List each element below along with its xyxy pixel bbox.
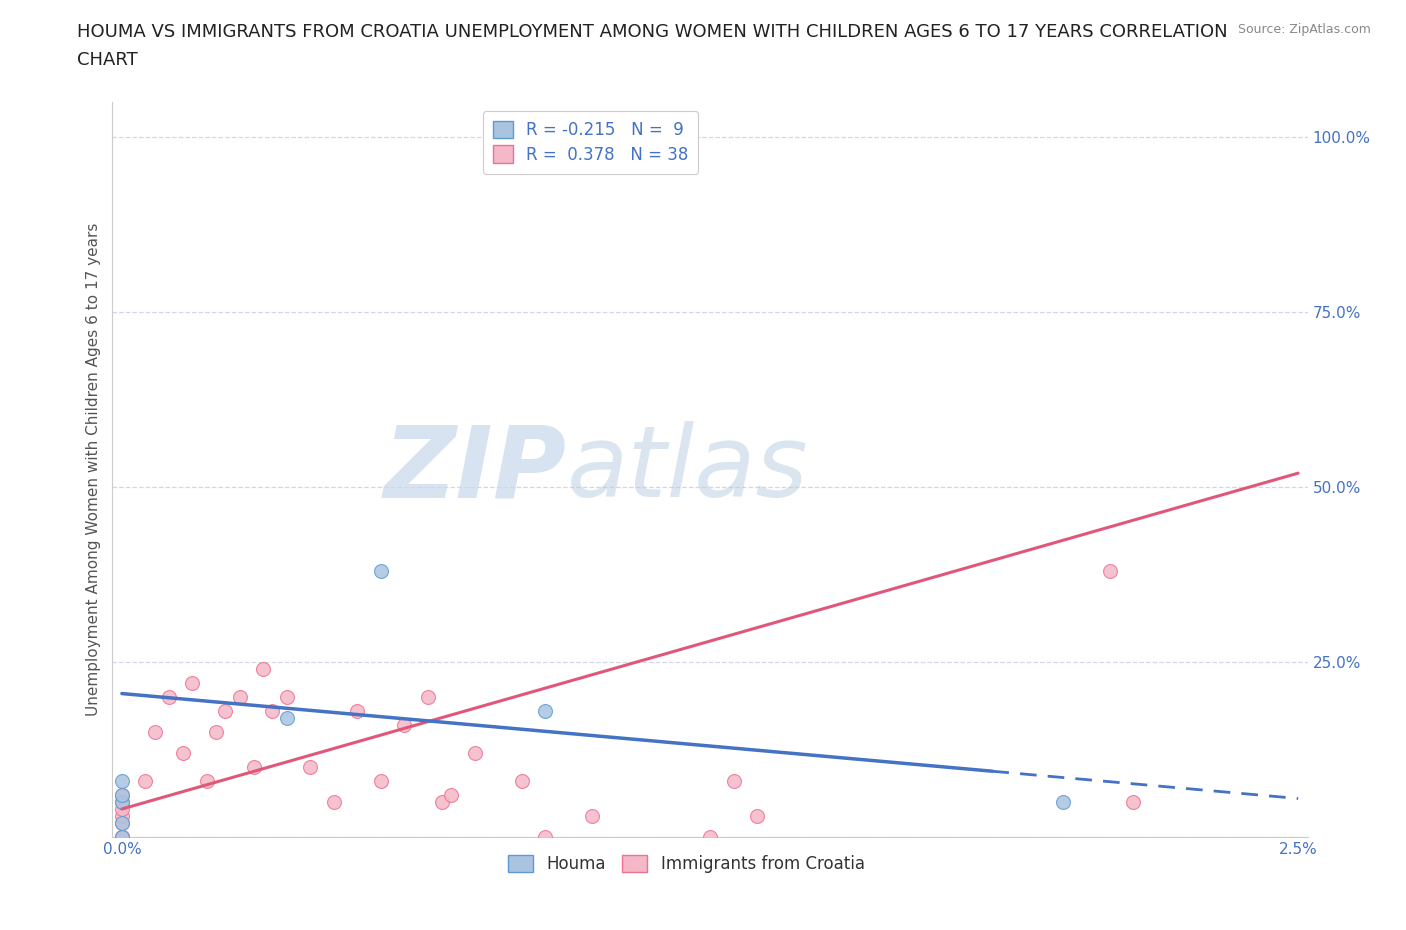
Point xyxy=(157,690,180,705)
Point xyxy=(723,774,745,789)
Point xyxy=(510,774,533,789)
Point xyxy=(172,746,194,761)
Point xyxy=(534,704,557,719)
Point xyxy=(262,704,284,719)
Point xyxy=(111,788,134,803)
Point xyxy=(1052,794,1074,809)
Text: Source: ZipAtlas.com: Source: ZipAtlas.com xyxy=(1237,23,1371,36)
Point xyxy=(392,718,415,733)
Point xyxy=(111,830,134,844)
Point xyxy=(699,830,721,844)
Point xyxy=(111,830,134,844)
Point xyxy=(111,816,134,830)
Point xyxy=(581,808,603,823)
Point xyxy=(111,830,134,844)
Point xyxy=(1098,564,1121,578)
Point xyxy=(143,724,166,739)
Point xyxy=(195,774,218,789)
Point xyxy=(242,760,264,775)
Point xyxy=(214,704,236,719)
Point xyxy=(181,675,204,690)
Point xyxy=(252,661,274,676)
Point xyxy=(111,830,134,844)
Point xyxy=(111,816,134,830)
Point xyxy=(111,808,134,823)
Point xyxy=(416,690,439,705)
Point xyxy=(299,760,322,775)
Point xyxy=(111,774,134,789)
Point xyxy=(346,704,368,719)
Legend: Houma, Immigrants from Croatia: Houma, Immigrants from Croatia xyxy=(501,848,872,880)
Point xyxy=(111,788,134,803)
Y-axis label: Unemployment Among Women with Children Ages 6 to 17 years: Unemployment Among Women with Children A… xyxy=(86,223,101,716)
Point xyxy=(745,808,768,823)
Point xyxy=(1122,794,1144,809)
Point xyxy=(111,794,134,809)
Point xyxy=(370,564,392,578)
Point xyxy=(111,794,134,809)
Text: ZIP: ZIP xyxy=(384,421,567,518)
Point xyxy=(276,690,298,705)
Point xyxy=(111,802,134,817)
Point xyxy=(370,774,392,789)
Point xyxy=(228,690,250,705)
Text: HOUMA VS IMMIGRANTS FROM CROATIA UNEMPLOYMENT AMONG WOMEN WITH CHILDREN AGES 6 T: HOUMA VS IMMIGRANTS FROM CROATIA UNEMPLO… xyxy=(77,23,1227,41)
Point xyxy=(440,788,463,803)
Point xyxy=(464,746,486,761)
Text: atlas: atlas xyxy=(567,421,808,518)
Text: CHART: CHART xyxy=(77,51,138,69)
Point xyxy=(134,774,156,789)
Point xyxy=(276,711,298,725)
Point xyxy=(534,830,557,844)
Point xyxy=(430,794,453,809)
Point xyxy=(322,794,344,809)
Point xyxy=(205,724,228,739)
